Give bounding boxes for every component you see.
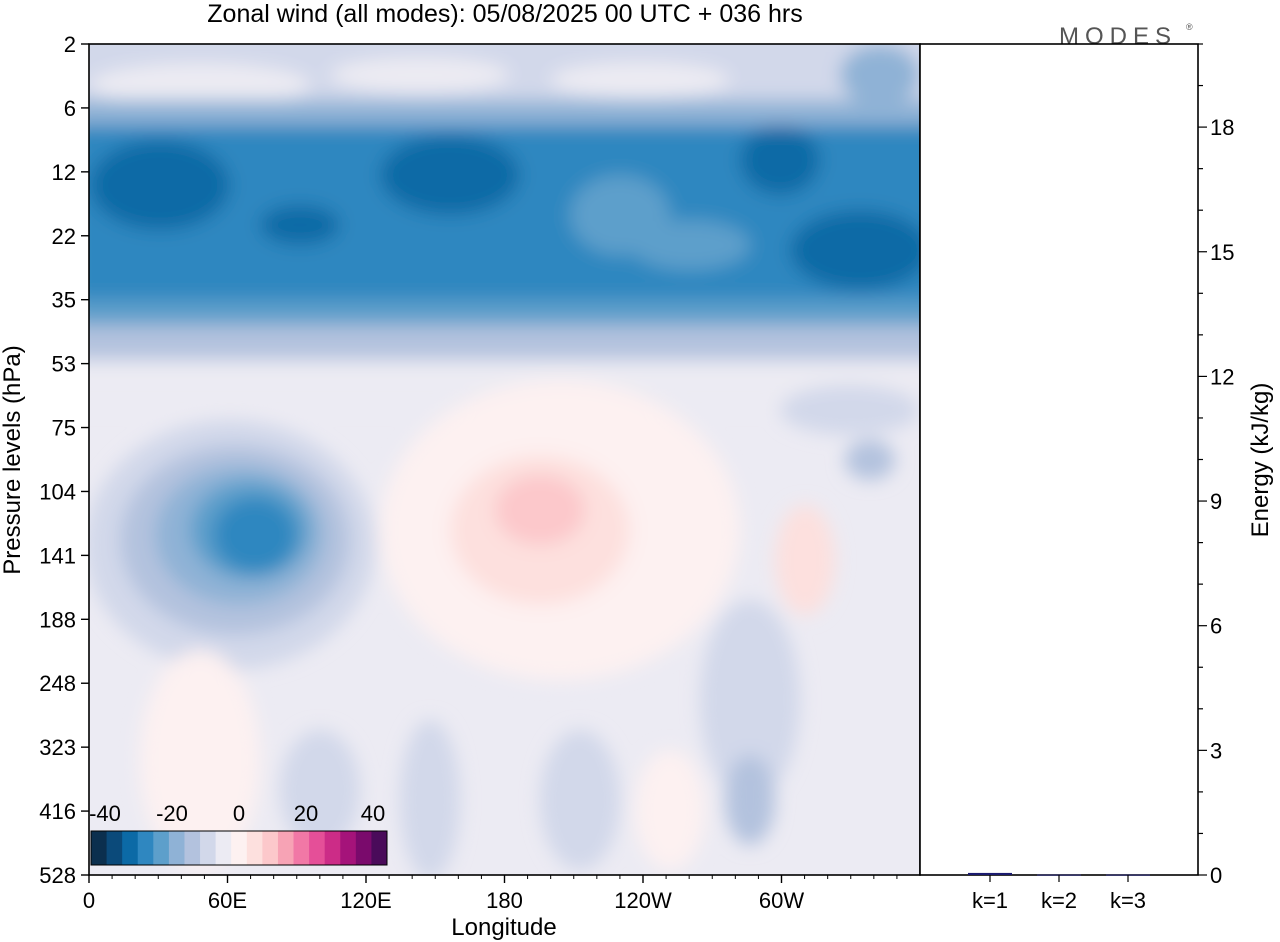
- colorbar-swatch: [137, 831, 154, 865]
- energy-axis-label: Energy (kJ/kg): [1247, 383, 1274, 538]
- x-tick-label: 0: [83, 888, 95, 913]
- colorbar-label: -40: [89, 801, 121, 826]
- y-tick-label: 141: [39, 543, 76, 568]
- colorbar-label: 0: [233, 801, 245, 826]
- y-axis-label: Pressure levels (hPa): [0, 345, 26, 574]
- colorbar-swatch: [309, 831, 326, 865]
- colorbar-swatch: [324, 831, 341, 865]
- y-tick-label: 416: [39, 799, 76, 824]
- energy-panel-frame: [919, 43, 1199, 876]
- x-tick-label: 60E: [208, 888, 247, 913]
- colorbar-swatch: [355, 831, 372, 865]
- colorbar-swatch: [277, 831, 295, 865]
- y-tick-label: 323: [39, 735, 76, 760]
- y-tick-label: 528: [39, 863, 76, 888]
- energy-y-tick-label: 3: [1210, 738, 1222, 763]
- y-tick-label: 2: [64, 32, 76, 57]
- energy-y-tick-label: 6: [1210, 614, 1222, 639]
- colorbar-swatch: [91, 831, 108, 865]
- y-tick-label: 188: [39, 607, 76, 632]
- colorbar-label: -20: [156, 801, 188, 826]
- colorbar-swatch: [153, 831, 170, 865]
- y-tick-label: 53: [52, 352, 76, 377]
- y-tick-label: 12: [52, 160, 76, 185]
- y-tick-label: 22: [52, 224, 76, 249]
- colorbar-swatch: [371, 831, 388, 865]
- energy-y-tick-label: 18: [1210, 115, 1234, 140]
- colorbar-swatch: [231, 831, 248, 865]
- energy-x-tick-label: k=1: [972, 888, 1008, 913]
- colorbar-label: 40: [361, 801, 385, 826]
- colorbar-swatch: [122, 831, 139, 865]
- energy-x-tick-label: k=2: [1041, 888, 1077, 913]
- energy-bar: [968, 872, 1012, 875]
- energy-bar-chart: 0 3 6 9 12 15 18 k=1 k=2 k=3: [968, 43, 1234, 913]
- colorbar: -40 -20 0 20 40: [89, 801, 388, 866]
- colorbar-swatch: [184, 831, 201, 865]
- x-axis-label: Longitude: [451, 914, 556, 941]
- x-tick-label: 180: [486, 888, 523, 913]
- colorbar-swatch: [262, 831, 279, 865]
- x-tick-label: 60W: [759, 888, 804, 913]
- y-tick-label: 75: [52, 416, 76, 441]
- logo-registered-mark: ®: [1186, 22, 1193, 32]
- y-tick-label: 104: [39, 479, 76, 504]
- colorbar-swatch: [106, 831, 123, 865]
- x-tick-label: 120W: [614, 888, 672, 913]
- energy-y-tick-label: 9: [1210, 489, 1222, 514]
- colorbar-swatch: [246, 831, 263, 865]
- y-tick-label: 6: [64, 96, 76, 121]
- colorbar-swatch: [215, 831, 232, 865]
- y-tick-label: 248: [39, 671, 76, 696]
- colorbar-frame: [90, 830, 388, 866]
- energy-y-tick-label: 15: [1210, 240, 1234, 265]
- heatmap-axes: 0 60E 120E 180 120W 60W 2 6 12 22 35 53 75 104 141 188 2…: [39, 32, 898, 913]
- energy-y-tick-label: 0: [1210, 863, 1222, 888]
- heatmap-field: [89, 44, 920, 875]
- chart-title: Zonal wind (all modes): 05/08/2025 00 UT…: [207, 0, 802, 28]
- colorbar-swatch: [293, 831, 310, 865]
- energy-y-tick-label: 12: [1210, 364, 1234, 389]
- energy-x-tick-label: k=3: [1110, 888, 1146, 913]
- colorbar-swatch: [168, 831, 185, 865]
- y-tick-label: 35: [52, 288, 76, 313]
- colorbar-swatch: [340, 831, 357, 865]
- colorbar-swatch: [200, 831, 217, 865]
- x-tick-label: 120E: [340, 888, 391, 913]
- colorbar-label: 20: [294, 801, 318, 826]
